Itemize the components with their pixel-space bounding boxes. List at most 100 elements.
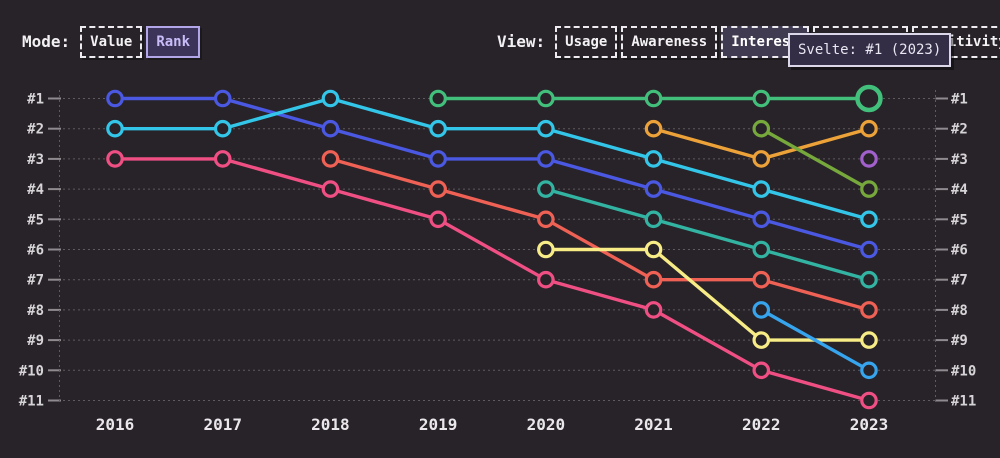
left-rank-label: #11 [19, 394, 44, 410]
data-point-cyan-2021[interactable] [644, 150, 663, 168]
data-point-pink-2018[interactable] [321, 180, 340, 198]
data-point-coral-2018[interactable] [321, 150, 340, 168]
left-rank-label: #7 [27, 273, 44, 289]
data-point-indigo-2021[interactable] [644, 180, 663, 198]
data-point-olive-2023[interactable] [860, 180, 878, 198]
data-point-indigo-2022[interactable] [752, 210, 771, 229]
data-point-indigo-2023[interactable] [860, 240, 878, 259]
data-point-cyan-2016[interactable] [106, 119, 124, 138]
data-point-pink-2022[interactable] [752, 361, 771, 380]
data-point-teal-2022[interactable] [752, 240, 771, 259]
left-rank-label: #5 [27, 212, 44, 228]
series-line-olive [759, 126, 871, 191]
data-point-pink-2016[interactable] [106, 150, 124, 168]
left-rank-label: #6 [27, 243, 44, 259]
data-point-highlighted-green-2023[interactable] [855, 84, 883, 113]
right-rank-label: #4 [951, 182, 968, 198]
view-label: View: [497, 32, 546, 51]
data-point-cyan-2022[interactable] [752, 180, 771, 198]
data-point-green-2020[interactable] [537, 89, 555, 108]
right-rank-label: #8 [951, 303, 968, 319]
data-point-coral-2022[interactable] [752, 270, 771, 289]
data-point-indigo-2019[interactable] [429, 150, 447, 168]
data-point-sky-2022[interactable] [752, 301, 771, 319]
data-point-cyan-2019[interactable] [429, 119, 447, 138]
year-label-2023: 2023 [850, 415, 889, 434]
data-point-green-2021[interactable] [644, 89, 663, 108]
mode-label: Mode: [22, 32, 71, 51]
right-rank-label: #3 [951, 152, 968, 168]
data-point-yellow-2022[interactable] [752, 331, 771, 349]
series-line-teal [544, 187, 871, 282]
data-point-olive-2022[interactable] [752, 119, 771, 138]
data-point-cyan-2017[interactable] [213, 119, 232, 138]
series-line-pink [113, 157, 871, 403]
view-usage-button[interactable]: Usage [555, 26, 618, 58]
data-point-sky-2023[interactable] [860, 361, 878, 380]
year-label-2018: 2018 [311, 415, 350, 434]
data-point-indigo-2020[interactable] [537, 150, 555, 168]
data-point-coral-2023[interactable] [860, 301, 878, 319]
data-point-green-2019[interactable] [429, 89, 447, 108]
data-point-yellow-2023[interactable] [860, 331, 878, 349]
right-rank-label: #9 [951, 333, 968, 349]
chart-tooltip: Svelte: #1 (2023) [788, 33, 952, 67]
year-label-2019: 2019 [419, 415, 458, 434]
left-rank-label: #8 [27, 303, 44, 319]
data-point-teal-2023[interactable] [860, 270, 878, 289]
right-rank-label: #7 [951, 273, 968, 289]
data-point-teal-2021[interactable] [644, 210, 663, 229]
mode-rank-button[interactable]: Rank [146, 26, 201, 58]
data-point-green-2022[interactable] [752, 89, 771, 108]
data-point-coral-2020[interactable] [537, 210, 555, 229]
data-point-pink-2021[interactable] [644, 301, 663, 319]
data-point-cyan-2018[interactable] [321, 89, 340, 108]
data-point-indigo-2018[interactable] [321, 119, 340, 138]
left-rank-label: #9 [27, 333, 44, 349]
data-point-purple-2023[interactable] [860, 150, 878, 168]
chart-toolbar: Mode: Value Rank View: Usage Awareness I… [0, 0, 1000, 70]
data-point-cyan-2020[interactable] [537, 119, 555, 138]
series-line-coral [328, 157, 871, 312]
left-rank-label: #1 [27, 92, 44, 108]
data-point-coral-2019[interactable] [429, 180, 447, 198]
data-point-yellow-2020[interactable] [537, 240, 555, 259]
data-point-pink-2023[interactable] [860, 391, 878, 410]
mode-value-button[interactable]: Value [80, 26, 143, 58]
right-rank-label: #5 [951, 212, 968, 228]
data-point-orange-2023[interactable] [860, 119, 878, 138]
year-label-2016: 2016 [96, 415, 135, 434]
data-point-pink-2017[interactable] [213, 150, 232, 168]
data-point-orange-2021[interactable] [644, 119, 663, 138]
left-rank-label: #10 [19, 363, 44, 379]
year-label-2022: 2022 [742, 415, 781, 434]
right-rank-label: #11 [951, 394, 976, 410]
data-point-yellow-2021[interactable] [644, 240, 663, 259]
left-rank-label: #2 [27, 122, 44, 138]
data-point-pink-2019[interactable] [429, 210, 447, 229]
data-point-indigo-2017[interactable] [213, 89, 232, 108]
right-rank-label: #1 [951, 92, 968, 108]
series-line-indigo [113, 96, 871, 252]
data-point-coral-2021[interactable] [644, 270, 663, 289]
right-rank-label: #2 [951, 122, 968, 138]
year-label-2021: 2021 [634, 415, 673, 434]
view-awareness-button[interactable]: Awareness [621, 26, 718, 58]
series-line-cyan [113, 96, 871, 222]
year-label-2020: 2020 [527, 415, 566, 434]
year-label-2017: 2017 [203, 415, 242, 434]
right-rank-label: #10 [951, 363, 976, 379]
data-point-cyan-2023[interactable] [860, 210, 878, 229]
data-point-teal-2020[interactable] [537, 180, 555, 198]
data-point-pink-2020[interactable] [537, 270, 555, 289]
mode-control: Mode: Value Rank [22, 26, 201, 58]
data-point-indigo-2016[interactable] [106, 89, 124, 108]
series-line-sky [759, 308, 871, 372]
left-rank-label: #4 [27, 182, 44, 198]
data-point-orange-2022[interactable] [752, 150, 771, 168]
right-rank-label: #6 [951, 243, 968, 259]
left-rank-label: #3 [27, 152, 44, 168]
tooltip-text: Svelte: #1 (2023) [798, 42, 942, 58]
